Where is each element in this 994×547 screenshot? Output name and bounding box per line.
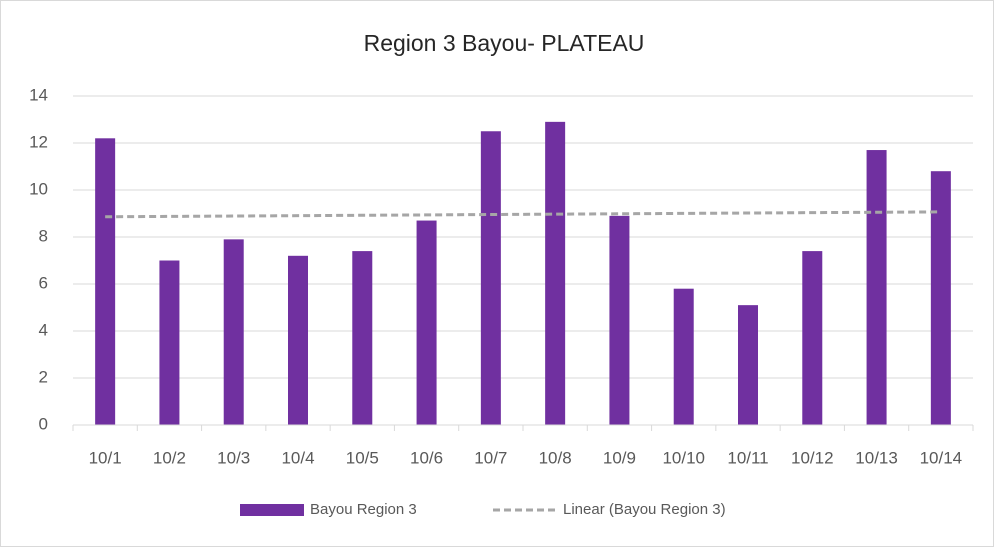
bar <box>545 121 566 425</box>
chart-title: Region 3 Bayou- PLATEAU <box>364 30 645 56</box>
x-tick-label: 10/14 <box>920 448 963 467</box>
x-tick-label: 10/2 <box>153 448 186 467</box>
y-tick-label: 4 <box>39 320 48 339</box>
y-tick-label: 14 <box>29 85 48 104</box>
x-tick-label: 10/1 <box>89 448 122 467</box>
bar <box>673 288 694 425</box>
x-tick-label: 10/8 <box>539 448 572 467</box>
y-tick-label: 10 <box>29 179 48 198</box>
x-tick-label: 10/5 <box>346 448 379 467</box>
x-tick-label: 10/7 <box>474 448 507 467</box>
bar <box>159 260 180 425</box>
legend-label: Linear (Bayou Region 3) <box>563 501 726 518</box>
y-tick-label: 8 <box>39 226 48 245</box>
bar <box>223 239 244 425</box>
x-tick-label: 10/6 <box>410 448 443 467</box>
bar <box>802 251 823 425</box>
y-tick-label: 0 <box>39 414 48 433</box>
x-tick-label: 10/10 <box>662 448 705 467</box>
x-tick-label: 10/12 <box>791 448 834 467</box>
bar <box>480 131 501 425</box>
bar <box>930 171 951 425</box>
legend-swatch <box>240 504 304 516</box>
bar <box>352 251 373 425</box>
trendline <box>105 210 941 219</box>
bar <box>288 255 308 425</box>
x-tick-label: 10/4 <box>281 448 314 467</box>
y-tick-label: 2 <box>39 367 48 386</box>
x-tick-label: 10/9 <box>603 448 636 467</box>
bar <box>738 305 758 425</box>
y-tick-label: 12 <box>29 132 48 151</box>
bar <box>416 220 437 425</box>
x-tick-label: 10/11 <box>727 448 768 467</box>
y-tick-label: 6 <box>39 273 48 292</box>
bar <box>866 150 887 426</box>
bar <box>609 215 630 425</box>
x-tick-label: 10/13 <box>855 448 898 467</box>
legend-label: Bayou Region 3 <box>310 501 417 518</box>
bar <box>95 138 116 426</box>
x-tick-label: 10/3 <box>217 448 250 467</box>
